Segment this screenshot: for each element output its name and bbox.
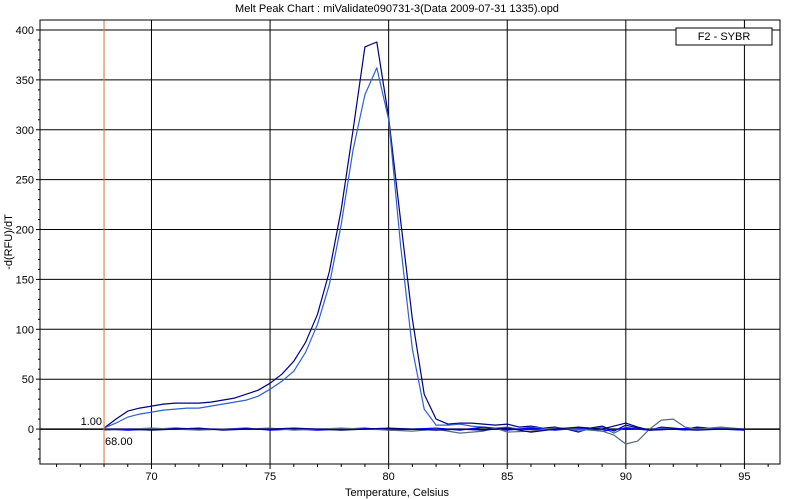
y-tick-label: 400 — [16, 25, 34, 37]
x-tick-label: 75 — [264, 471, 276, 483]
x-tick-label: 80 — [383, 471, 395, 483]
legend: F2 - SYBR — [675, 27, 773, 46]
y-tick-label: 350 — [16, 75, 34, 87]
series-layer — [103, 41, 745, 445]
x-axis: 70 75 80 85 90 95 — [56, 464, 769, 483]
y-axis: 0 50 100 150 200 250 300 350 400 — [16, 25, 40, 460]
y-axis-title: -d(RFU)/dT — [3, 214, 15, 270]
x-axis-title: Temperature, Celsius — [345, 487, 449, 499]
y-tick-label: 0 — [28, 424, 34, 436]
series-line — [104, 422, 745, 433]
y-tick-label: 100 — [16, 324, 34, 336]
marker-y-readout: 1.00 — [81, 416, 102, 428]
plot-area-frame — [39, 19, 781, 465]
x-tick-label: 85 — [501, 471, 513, 483]
legend-box — [675, 27, 773, 46]
y-tick-label: 300 — [16, 125, 34, 137]
y-tick-label: 250 — [16, 175, 34, 187]
series-line — [103, 418, 745, 445]
chart-title: Melt Peak Chart : miValidate090731-3(Dat… — [235, 3, 559, 15]
x-tick-label: 90 — [620, 471, 632, 483]
y-tick-label: 150 — [16, 274, 34, 286]
legend-entry: F2 - SYBR — [698, 31, 751, 43]
series-line — [103, 41, 745, 433]
x-tick-label: 95 — [738, 471, 750, 483]
x-tick-label: 70 — [145, 471, 157, 483]
marker-x-readout: 68.00 — [105, 436, 133, 448]
y-tick-label: 200 — [16, 225, 34, 237]
y-tick-label: 50 — [22, 374, 34, 386]
